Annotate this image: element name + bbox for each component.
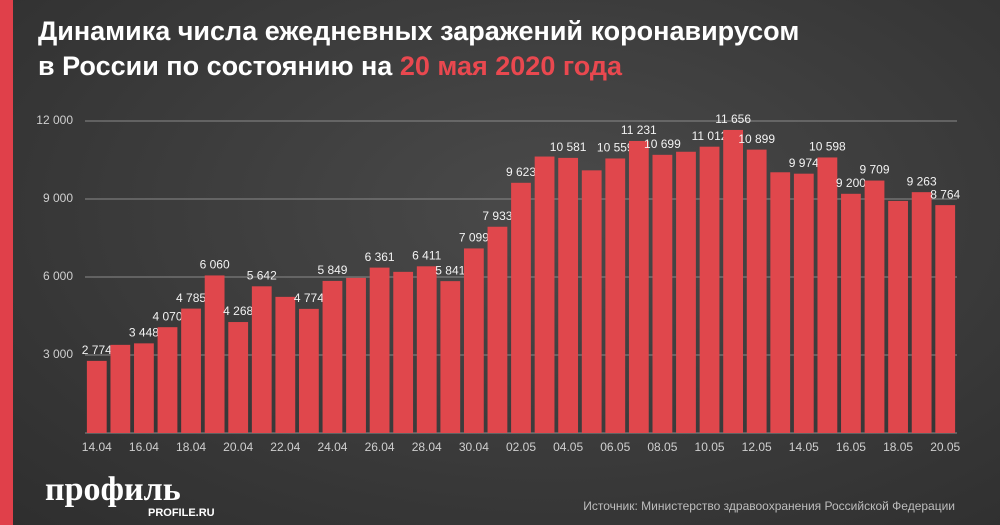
subtitle-text: в России по состоянию на [38,51,393,81]
value-label: 5 642 [247,268,277,282]
value-label: 11 012 [692,129,728,143]
x-tick-label: 26.04 [365,440,395,454]
value-label: 6 411 [412,248,441,262]
x-tick-label: 14.05 [789,440,819,454]
bar [275,296,296,433]
bar [298,308,319,433]
value-label: 4 774 [294,291,324,305]
bar [628,140,649,433]
x-tick-label: 20.05 [930,440,960,454]
value-label: 5 841 [435,263,465,277]
bar [888,200,908,433]
value-label: 4 785 [176,291,206,305]
value-label: 6 361 [365,250,395,264]
x-tick-label: 12.05 [742,440,772,454]
bar [134,343,154,433]
bar [440,281,461,433]
value-label: 10 899 [738,132,775,146]
y-tick-label: 12 000 [36,113,73,127]
bar [86,360,107,433]
x-tick-label: 28.04 [412,440,442,454]
bar [416,266,437,433]
x-tick-label: 30.04 [459,440,489,454]
value-label: 10 581 [550,140,587,154]
bar [558,157,579,434]
value-label: 9 709 [859,163,889,177]
value-label: 9 200 [836,176,866,190]
bar [770,172,791,433]
y-tick-label: 9 000 [43,191,73,205]
x-tick-label: 16.05 [836,440,866,454]
chart-title: Динамика числа ежедневных заражений коро… [38,16,799,46]
plot: 3 000 6 000 9 000 12 000 14.04 2 774 16.04 3 44… [36,112,960,454]
logo-url: PROFILE.RU [148,507,215,519]
value-label: 2 774 [82,343,112,357]
x-tick-label: 10.05 [695,440,725,454]
x-tick-label: 16.04 [129,440,159,454]
value-label: 9 974 [789,156,819,170]
bar [581,170,602,433]
bar [322,280,343,433]
bar [346,277,366,433]
x-tick-label: 08.05 [647,440,677,454]
source: Источник: Министерство здравоохранения Р… [583,499,955,513]
bar [676,151,696,433]
value-label: 4 268 [223,304,253,318]
side-stripe [0,0,13,525]
bar [369,267,390,433]
bar [487,226,508,433]
x-tick-label: 24.04 [317,440,347,454]
bar [110,344,131,433]
x-tick-label: 18.04 [176,440,206,454]
bar [393,271,414,433]
x-tick-label: 22.04 [270,440,300,454]
bar [228,322,249,433]
y-tick-label: 3 000 [43,347,73,361]
x-tick-label: 14.04 [82,440,112,454]
chart-subtitle: в России по состоянию на 20 мая 2020 год… [38,51,623,81]
value-label: 7 933 [482,209,512,223]
value-label: 10 559 [597,141,634,155]
bar [181,308,201,433]
bar [864,180,885,433]
value-label: 8 764 [930,187,960,201]
bar [935,205,956,433]
x-tick-label: 06.05 [600,440,630,454]
value-label: 9 623 [506,165,536,179]
x-tick-label: 20.04 [223,440,253,454]
subtitle-date: 20 мая 2020 года [400,51,623,81]
value-label: 10 699 [644,137,681,151]
bar [652,154,673,434]
bar [746,149,767,433]
bar [793,173,814,433]
value-label: 6 060 [200,258,230,272]
bar [463,248,484,433]
value-label: 11 231 [621,123,657,137]
bar [511,182,531,433]
bar [911,192,932,433]
logo: профиль [45,471,181,508]
bar [534,156,555,434]
y-tick-label: 6 000 [43,269,73,283]
value-label: 4 070 [152,309,182,323]
bar [817,157,838,433]
x-tick-label: 02.05 [506,440,536,454]
value-label: 7 099 [459,231,489,245]
bar [841,193,861,433]
value-label: 9 263 [907,174,937,188]
value-label: 3 448 [129,326,159,340]
bar [605,158,626,433]
bar [204,275,225,433]
bar [723,129,744,433]
value-label: 11 656 [715,112,751,126]
x-tick-label: 04.05 [553,440,583,454]
bar [699,146,720,434]
value-label: 5 849 [317,263,347,277]
bar [251,286,272,433]
bar [157,327,178,433]
value-label: 10 598 [809,140,846,154]
x-tick-label: 18.05 [883,440,913,454]
